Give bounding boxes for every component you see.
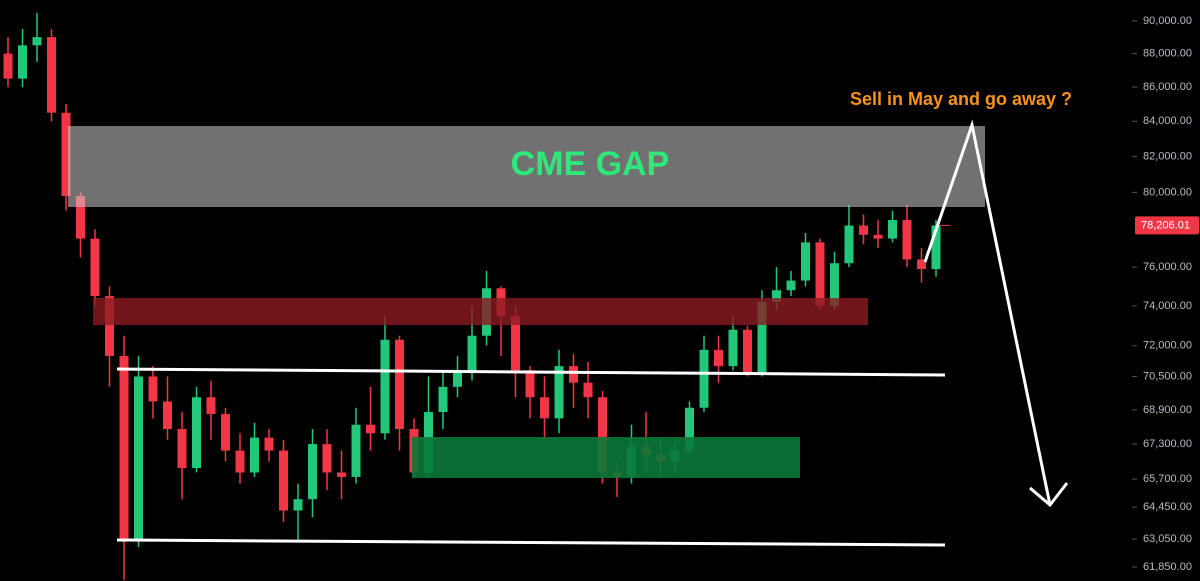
y-tick-label: 88,000.00 — [1143, 48, 1192, 60]
candle-body — [76, 196, 85, 239]
y-tick-label: 70,500.00 — [1143, 370, 1192, 382]
candle-body — [931, 225, 941, 269]
candle-body — [554, 366, 564, 419]
candle-body — [206, 397, 216, 415]
y-tick-label: 86,000.00 — [1143, 81, 1192, 93]
candle-body — [902, 219, 912, 260]
candle-body — [105, 296, 114, 356]
candle-body — [438, 386, 448, 412]
candles — [3, 12, 941, 581]
candle-body — [685, 407, 694, 451]
candle-body — [322, 444, 332, 473]
y-tick-label: 84,000.00 — [1143, 115, 1192, 127]
gap-label: CME GAP — [511, 145, 670, 183]
candle-body — [192, 397, 201, 469]
candle-body — [308, 444, 317, 500]
candle-body — [453, 370, 462, 387]
candle-body — [134, 376, 143, 541]
candle-body — [293, 499, 303, 511]
candle-body — [3, 53, 13, 79]
candle-body — [366, 424, 375, 434]
range-top-line — [116, 367, 946, 377]
candle-body — [873, 234, 883, 239]
candle-body — [18, 45, 27, 79]
y-tick-label: 64,450.00 — [1143, 501, 1192, 513]
y-tick-label: 63,050.00 — [1143, 533, 1192, 545]
candle-body — [815, 242, 825, 306]
y-tick-label: 90,000.00 — [1143, 15, 1192, 27]
candle-body — [177, 429, 187, 469]
candle-body — [859, 225, 868, 235]
y-tick-label: 74,000.00 — [1143, 300, 1192, 312]
last-price-label: 78,206.01 — [1141, 219, 1190, 231]
candle-body — [32, 37, 42, 46]
candle-body — [844, 225, 854, 264]
candle-body — [699, 349, 709, 408]
candle-body — [569, 366, 578, 383]
y-tick-label: 80,000.00 — [1143, 186, 1192, 198]
y-tick-label: 65,700.00 — [1143, 473, 1192, 485]
range-bottom-line — [116, 538, 946, 547]
candle-body — [714, 349, 723, 367]
y-tick-label: 68,900.00 — [1143, 404, 1192, 416]
candle-body — [380, 339, 390, 434]
candle-body — [598, 397, 607, 473]
last-price-box — [1135, 216, 1199, 235]
candle-body — [395, 339, 404, 430]
candle-body — [47, 37, 56, 113]
candle-body — [786, 280, 796, 291]
gap-zone — [68, 126, 985, 207]
candle-body — [337, 472, 346, 477]
arrow-head — [1029, 482, 1069, 508]
demand-zone — [412, 437, 800, 478]
projection-arrow — [923, 119, 1052, 506]
y-tick-label: 76,000.00 — [1143, 261, 1192, 273]
candle-body — [163, 401, 172, 430]
candle-body — [264, 437, 274, 451]
candle-body — [772, 290, 781, 302]
candle-body — [511, 315, 520, 371]
candle-body — [119, 355, 129, 541]
note: Sell in May and go away ? — [850, 89, 1072, 109]
candle-body — [250, 437, 259, 473]
candle-body — [221, 414, 230, 451]
candle-body — [351, 424, 361, 477]
price-axis: 90,000.00 88,000.00 86,000.00 84,000.00 82,0… — [940, 15, 1199, 573]
y-tick-label: 82,000.00 — [1143, 150, 1192, 162]
candle-body — [279, 450, 288, 511]
candle-body — [757, 301, 767, 373]
y-tick-label: 67,300.00 — [1143, 438, 1192, 450]
y-tick-label: 72,000.00 — [1143, 340, 1192, 352]
candle-body — [540, 397, 549, 419]
candle-body — [917, 259, 926, 269]
candle-body — [90, 238, 100, 297]
candle-body — [525, 370, 535, 398]
candle-body — [743, 329, 752, 373]
candle-body — [583, 382, 593, 398]
candle-body — [61, 112, 71, 197]
candle-body — [801, 242, 810, 281]
candle-body — [467, 335, 477, 371]
candle-body — [888, 219, 897, 239]
candle-body — [830, 263, 839, 306]
y-tick-label: 61,850.00 — [1143, 561, 1192, 573]
resistance-zone — [93, 298, 868, 325]
candle-body — [728, 329, 738, 367]
candle-body — [148, 376, 158, 402]
candle-body — [235, 450, 245, 473]
